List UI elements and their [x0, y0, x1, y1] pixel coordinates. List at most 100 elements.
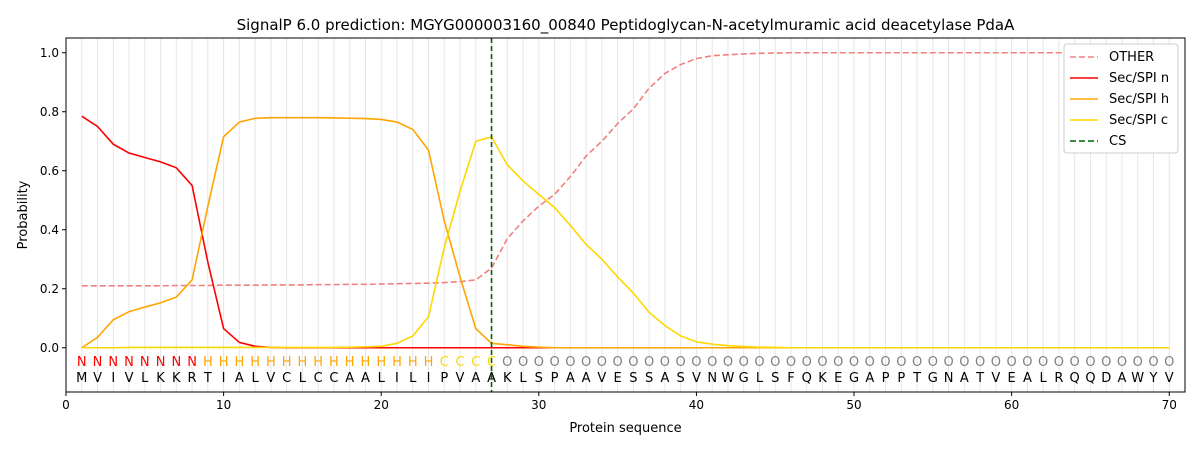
residue-label: L — [299, 371, 307, 386]
residue-label: C — [314, 371, 323, 386]
region-label: O — [518, 355, 528, 370]
region-label: O — [865, 355, 875, 370]
residue-label: V — [93, 371, 102, 386]
residue-label: K — [818, 371, 827, 386]
region-label: O — [739, 355, 749, 370]
region-label: O — [1038, 355, 1048, 370]
residue-label: K — [503, 371, 512, 386]
legend-label: Sec/SPI n — [1109, 71, 1169, 86]
residue-label: C — [282, 371, 291, 386]
x-tick-label: 60 — [1004, 398, 1019, 412]
residue-label: L — [378, 371, 386, 386]
residue-label: G — [928, 371, 938, 386]
region-label: O — [628, 355, 638, 370]
residue-label: E — [614, 371, 622, 386]
residue-label: T — [975, 371, 984, 386]
region-label: H — [424, 355, 434, 370]
region-label: O — [597, 355, 607, 370]
legend-label: Sec/SPI c — [1109, 113, 1168, 128]
region-label: O — [880, 355, 890, 370]
residue-label: V — [456, 371, 465, 386]
region-label: O — [1101, 355, 1111, 370]
region-label: H — [313, 355, 323, 370]
residue-label: A — [865, 371, 874, 386]
residue-label: I — [222, 371, 226, 386]
axes-frame — [65, 37, 1186, 393]
region-label: O — [502, 355, 512, 370]
residue-label: P — [897, 371, 905, 386]
residue-label: K — [156, 371, 165, 386]
residue-label: A — [582, 371, 591, 386]
x-tick-label: 70 — [1162, 398, 1177, 412]
residue-label: A — [235, 371, 244, 386]
region-label: O — [549, 355, 559, 370]
residue-label: A — [1118, 371, 1127, 386]
region-label: H — [203, 355, 213, 370]
region-label: O — [1022, 355, 1032, 370]
residue-label: V — [991, 371, 1000, 386]
residue-label: K — [172, 371, 181, 386]
residue-label: L — [141, 371, 149, 386]
residue-label: Q — [1070, 371, 1080, 386]
chart-title: SignalP 6.0 prediction: MGYG000003160_00… — [237, 16, 1016, 35]
region-label: O — [833, 355, 843, 370]
region-label: O — [644, 355, 654, 370]
region-label: H — [219, 355, 229, 370]
region-label: O — [896, 355, 906, 370]
region-label: O — [1148, 355, 1158, 370]
region-label: O — [534, 355, 544, 370]
series-line-sec-spi-n — [81, 115, 1170, 349]
residue-label: I — [111, 371, 115, 386]
residue-label: A — [361, 371, 370, 386]
region-label: O — [943, 355, 953, 370]
region-label: O — [660, 355, 670, 370]
legend-box — [1063, 43, 1179, 154]
region-label: O — [723, 355, 733, 370]
residue-label: Q — [1085, 371, 1095, 386]
x-tick-label: 20 — [374, 398, 389, 412]
region-label: O — [975, 355, 985, 370]
residue-label: E — [834, 371, 842, 386]
residue-label: M — [76, 371, 87, 386]
residue-label: F — [787, 371, 794, 386]
x-tick-label: 30 — [531, 398, 546, 412]
legend-label: Sec/SPI h — [1109, 92, 1169, 107]
residue-label: L — [409, 371, 417, 386]
region-label: N — [187, 355, 197, 370]
residue-label: D — [1101, 371, 1111, 386]
region-label: N — [124, 355, 134, 370]
residue-label: I — [427, 371, 431, 386]
region-label: H — [298, 355, 308, 370]
residue-label: E — [1008, 371, 1016, 386]
y-axis-label: Probability — [16, 180, 31, 249]
region-label: O — [1117, 355, 1127, 370]
residue-label: A — [566, 371, 575, 386]
region-label: H — [376, 355, 386, 370]
region-label: N — [77, 355, 87, 370]
region-label: O — [565, 355, 575, 370]
region-label: C — [455, 355, 464, 370]
region-label: O — [1007, 355, 1017, 370]
region-label: H — [345, 355, 355, 370]
x-tick-label: 50 — [846, 398, 861, 412]
residue-label: P — [551, 371, 559, 386]
residue-label: V — [1165, 371, 1174, 386]
residue-label: A — [960, 371, 969, 386]
y-tick-label: 0.0 — [40, 341, 59, 355]
residue-label: C — [329, 371, 338, 386]
residue-label: A — [345, 371, 354, 386]
residue-label: P — [440, 371, 448, 386]
region-label: H — [392, 355, 402, 370]
region-label: N — [93, 355, 103, 370]
region-label: O — [1164, 355, 1174, 370]
residue-label: R — [1054, 371, 1063, 386]
region-label: H — [250, 355, 260, 370]
region-label: O — [849, 355, 859, 370]
residue-label: P — [882, 371, 890, 386]
residue-label: V — [692, 371, 701, 386]
y-tick-label: 1.0 — [40, 46, 59, 60]
region-label: O — [928, 355, 938, 370]
residue-label: S — [771, 371, 779, 386]
region-label: O — [1054, 355, 1064, 370]
region-label: O — [613, 355, 623, 370]
